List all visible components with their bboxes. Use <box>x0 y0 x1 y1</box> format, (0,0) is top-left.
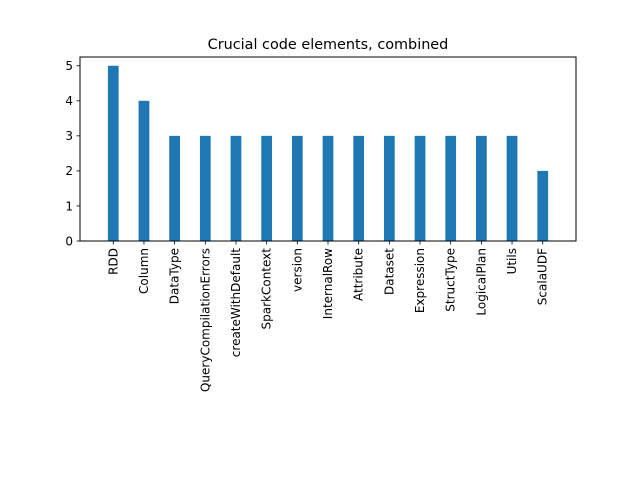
x-axis: RDD Column DataType QueryCompilationErrors c… <box>106 241 550 392</box>
x-tick-label: InternalRow <box>321 248 335 319</box>
y-axis: 0 1 2 3 4 5 <box>65 59 80 248</box>
x-tick-label: Expression <box>413 248 427 313</box>
bar-ScalaUDF <box>537 170 549 241</box>
x-tick-label: LogicalPlan <box>474 248 488 316</box>
x-tick-label: Attribute <box>352 248 366 301</box>
y-tick-label: 3 <box>65 129 73 143</box>
bar-Column <box>138 100 150 241</box>
y-tick-label: 4 <box>65 94 73 108</box>
x-tick-label: StructType <box>444 248 458 312</box>
x-tick-label: ScalaUDF <box>536 248 550 305</box>
bar-InternalRow <box>322 135 334 241</box>
y-tick-label: 5 <box>65 59 73 73</box>
bar-StructType <box>445 135 457 241</box>
x-tick-label: DataType <box>168 248 182 304</box>
bar-RDD <box>107 65 119 241</box>
bar-DataType <box>169 135 180 241</box>
bar-QueryCompilationErrors <box>199 135 211 241</box>
x-tick-label: Dataset <box>382 248 396 295</box>
chart-title: Crucial code elements, combined <box>208 37 449 53</box>
x-tick-label: createWithDefault <box>229 248 243 357</box>
bar-version <box>291 135 303 241</box>
y-tick-label: 0 <box>65 234 73 248</box>
bar-Attribute <box>353 135 365 241</box>
plot-frame <box>79 56 577 242</box>
bar-Expression <box>414 135 426 241</box>
bars-layer <box>107 65 549 241</box>
x-tick-label: RDD <box>106 248 120 275</box>
y-tick-label: 1 <box>65 199 73 213</box>
bar-LogicalPlan <box>476 135 487 241</box>
bar-SparkContext <box>261 135 273 241</box>
bar-Utils <box>506 135 518 241</box>
y-tick-label: 2 <box>65 164 73 178</box>
x-tick-label: SparkContext <box>260 248 274 330</box>
bar-Dataset <box>383 135 395 241</box>
x-tick-label: QueryCompilationErrors <box>198 248 212 392</box>
x-tick-label: Utils <box>505 248 519 274</box>
x-tick-label: version <box>290 248 304 292</box>
bar-createWithDefault <box>230 135 242 241</box>
x-tick-label: Column <box>137 248 151 294</box>
